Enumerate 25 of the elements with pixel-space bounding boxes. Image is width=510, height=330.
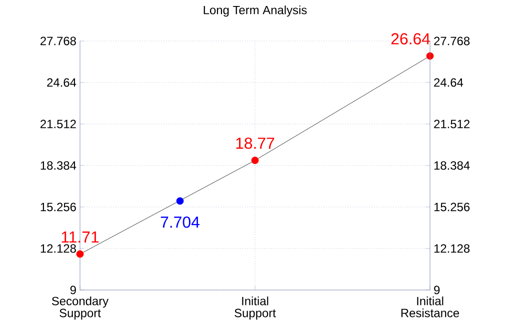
y-tick-label: 27.768 (40, 36, 76, 46)
annotation: 7.704 (160, 216, 200, 228)
y2-tick-label: 21.512 (434, 120, 470, 128)
y2-tick-label: 12.128 (434, 244, 470, 253)
x-tick-label: Secondary Support (52, 296, 109, 320)
point (251, 156, 259, 164)
y2-tick-label: 9 (434, 286, 440, 294)
x-tick-label: Initial Resistance (401, 296, 460, 318)
y-tick-label: 9 (70, 286, 76, 294)
y-tick-label: 21.512 (40, 120, 76, 128)
y-tick-label: 18.384 (40, 161, 76, 170)
y2-tick-label: 18.384 (434, 161, 470, 170)
y2-tick-label: 27.768 (434, 36, 470, 46)
data-label: 18.77 (236, 138, 274, 149)
chart-title: Long Term Analysis (204, 6, 307, 17)
y-tick-label: 24.64 (47, 78, 76, 87)
x-tick-label: Initial Support (234, 296, 276, 320)
data-label: 11.71 (62, 232, 99, 243)
y-tick-label: 12.128 (40, 244, 76, 253)
data-label: 26.64 (391, 33, 430, 44)
y2-tick-label: 15.256 (434, 202, 470, 212)
y-tick-label: 15.256 (40, 202, 76, 212)
y2-tick-label: 24.64 (434, 78, 464, 87)
point (76, 250, 84, 258)
point (176, 197, 184, 205)
